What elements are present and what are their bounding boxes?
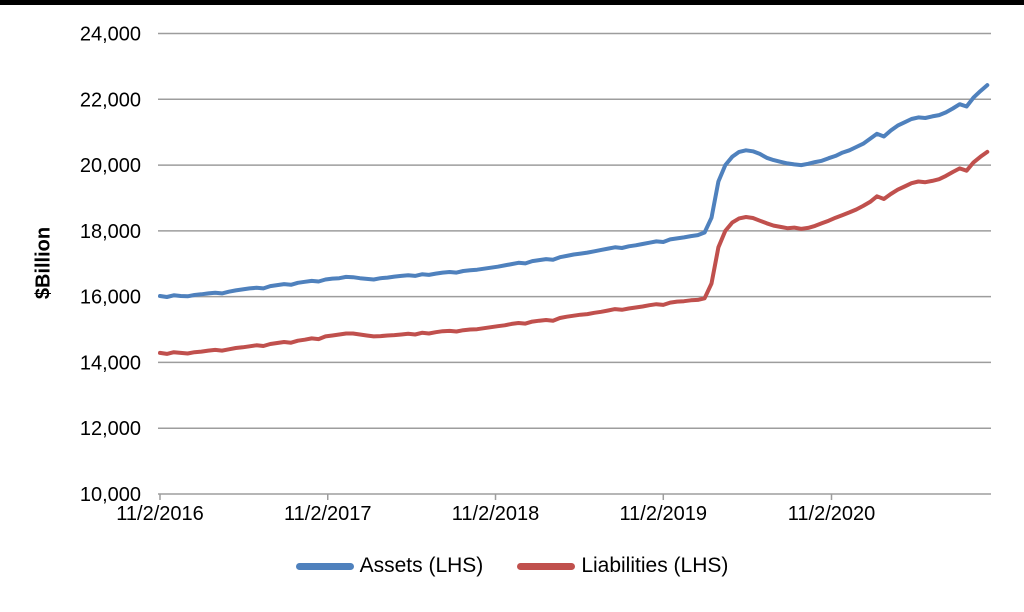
legend-item-assets: Assets (LHS) [295, 554, 484, 578]
y-axis-tick-label: 12,000 [80, 418, 141, 440]
y-axis-tick-label: 14,000 [80, 352, 141, 374]
top-border-bar [0, 0, 1024, 5]
liabilities-line-swatch-icon [517, 562, 576, 570]
legend-label-assets: Assets (LHS) [359, 554, 484, 577]
liabilities-series-line [158, 149, 990, 356]
legend-item-liabilities: Liabilities (LHS) [517, 554, 728, 578]
chart-legend: Assets (LHS) Liabilities (LHS) [0, 554, 1024, 578]
x-axis-tick-label: 11/2/2017 [284, 503, 372, 525]
x-axis-tick-label: 11/2/2016 [116, 503, 204, 525]
assets-series-line [158, 83, 990, 299]
x-axis-tick-label: 11/2/2020 [788, 503, 876, 525]
y-axis-tick-label: 22,000 [80, 89, 141, 111]
y-axis-tick-label: 24,000 [80, 24, 141, 46]
y-axis-tick-label: 20,000 [80, 155, 141, 177]
y-axis-tick-label: 16,000 [80, 287, 141, 309]
y-axis-tick-label: 18,000 [80, 221, 141, 243]
x-axis-tick-label: 11/2/2018 [452, 503, 540, 525]
x-axis-tick-label: 11/2/2019 [620, 503, 708, 525]
y-axis-tick-label: 10,000 [80, 484, 141, 506]
assets-line-swatch-icon [295, 562, 354, 570]
legend-label-liabilities: Liabilities (LHS) [581, 554, 729, 577]
